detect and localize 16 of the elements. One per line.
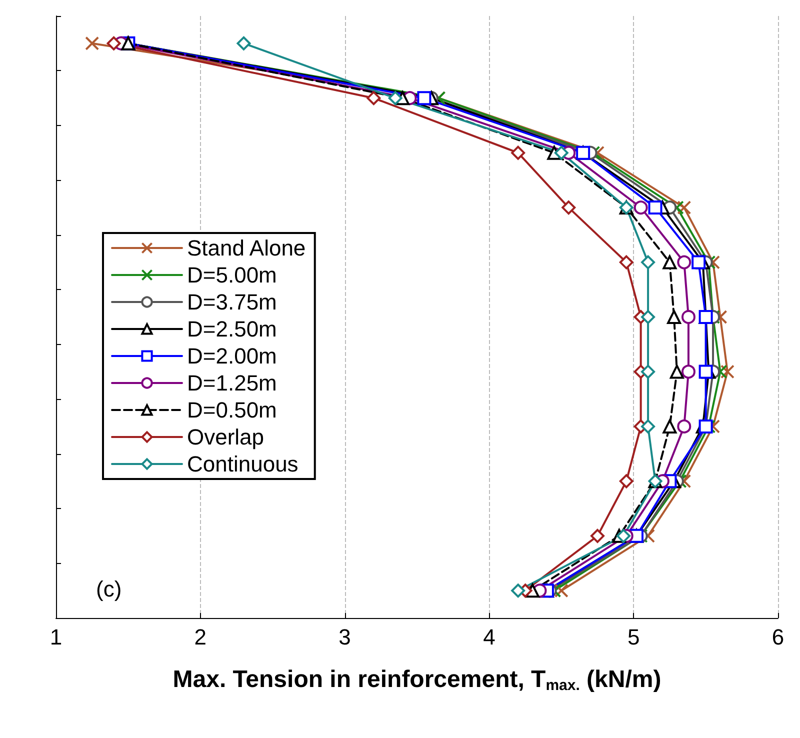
legend-label: Continuous — [187, 452, 298, 476]
x-tick-label: 4 — [483, 624, 496, 650]
annotation: (c) — [96, 576, 122, 602]
legend-label: D=3.75m — [187, 290, 277, 314]
legend-label: D=1.25m — [187, 370, 277, 396]
x-tick-label: 5 — [627, 624, 640, 650]
legend-label: D=5.00m — [187, 262, 277, 288]
legend-label: Overlap — [187, 424, 264, 450]
legend-label: D=0.50m — [187, 398, 277, 422]
x-tick-label: 2 — [194, 624, 207, 650]
x-tick-label: 3 — [338, 624, 351, 650]
x-tick-label: 6 — [772, 624, 784, 650]
legend-label: D=2.00m — [187, 344, 277, 368]
legend-label: D=2.50m — [187, 316, 277, 342]
x-tick-label: 1 — [50, 624, 62, 650]
legend-label: Stand Alone — [187, 236, 306, 260]
